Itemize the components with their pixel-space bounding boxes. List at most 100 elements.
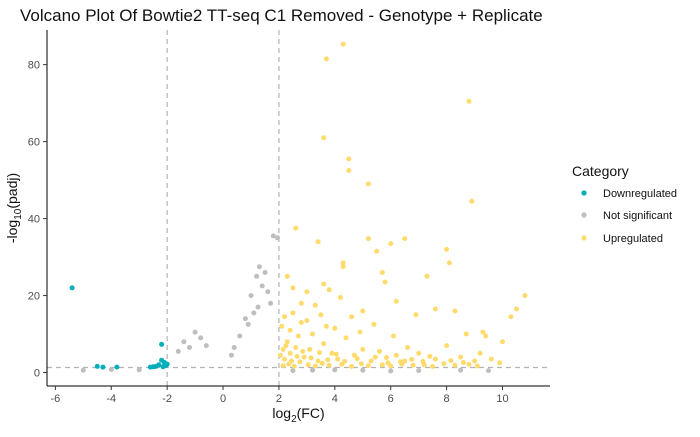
data-point	[427, 353, 433, 359]
data-point	[340, 260, 346, 266]
data-point	[284, 339, 290, 345]
x-tick-label: -6	[50, 393, 60, 405]
x-tick-label: 0	[220, 393, 226, 405]
data-point	[153, 363, 159, 369]
data-point	[203, 343, 209, 349]
data-point	[270, 233, 276, 239]
data-point	[164, 361, 170, 367]
data-point	[228, 352, 234, 358]
data-point	[508, 314, 514, 320]
data-point	[384, 355, 389, 360]
data-point	[255, 304, 261, 310]
data-point	[147, 364, 153, 370]
data-point	[360, 367, 366, 373]
data-point	[500, 339, 505, 345]
data-point	[413, 312, 419, 318]
data-point	[354, 356, 360, 362]
x-tick-label: -2	[162, 393, 172, 405]
data-point	[298, 320, 304, 325]
data-point	[310, 367, 315, 373]
data-point	[290, 368, 296, 374]
data-point	[333, 351, 339, 357]
data-point	[308, 355, 314, 361]
data-point	[365, 236, 371, 242]
data-point	[358, 361, 364, 367]
data-point	[452, 362, 458, 368]
data-point	[522, 293, 528, 299]
y-tick-label: 0	[34, 368, 40, 380]
data-point	[342, 358, 348, 364]
data-point	[326, 362, 332, 368]
data-point	[305, 362, 311, 368]
data-point	[474, 363, 480, 369]
data-point	[100, 364, 106, 370]
data-point	[289, 358, 294, 364]
data-point	[80, 367, 86, 373]
data-point	[463, 331, 469, 337]
data-point	[268, 300, 274, 306]
legend-label-2: Upregulated	[603, 233, 663, 245]
data-point	[296, 333, 301, 339]
data-point	[388, 368, 394, 374]
data-point	[416, 368, 422, 374]
data-point	[483, 333, 489, 339]
legend-key-1	[581, 212, 587, 218]
data-point	[488, 356, 494, 362]
x-axis-title: log2(FC)	[272, 405, 324, 425]
data-point	[388, 241, 394, 247]
data-point	[94, 363, 100, 369]
data-point	[237, 333, 243, 339]
data-point	[340, 41, 346, 47]
data-point	[329, 350, 335, 356]
data-point	[374, 248, 380, 254]
x-tick-label: 2	[276, 393, 282, 405]
data-point	[304, 289, 310, 295]
data-point	[280, 346, 286, 352]
data-point	[319, 360, 325, 366]
data-point	[265, 289, 271, 295]
data-point	[346, 168, 352, 173]
data-point	[444, 246, 450, 252]
data-point	[245, 321, 251, 327]
data-point	[301, 354, 307, 360]
data-point	[469, 198, 475, 204]
data-point	[405, 345, 410, 350]
plot-area	[47, 30, 550, 386]
data-point	[251, 310, 257, 316]
data-point	[187, 345, 192, 350]
data-point	[294, 353, 300, 359]
y-tick-label: 60	[28, 137, 40, 149]
data-point	[360, 308, 366, 314]
data-point	[430, 363, 436, 369]
data-point	[248, 293, 254, 299]
data-point	[298, 300, 304, 306]
data-point	[365, 363, 371, 369]
x-tick-label: 4	[332, 393, 338, 405]
data-point	[410, 362, 416, 368]
data-point	[466, 361, 472, 367]
data-point	[477, 350, 483, 356]
y-tick-label: 40	[28, 214, 40, 226]
data-point	[231, 345, 237, 350]
data-point	[114, 364, 120, 370]
data-point	[108, 367, 114, 372]
data-point	[300, 348, 306, 354]
data-point	[402, 236, 408, 242]
data-point	[371, 321, 377, 327]
data-point	[323, 323, 329, 329]
legend: Category Downregulated Not significant Upr…	[572, 163, 677, 245]
y-axis-title: -log10(padj)	[4, 173, 24, 243]
data-point	[460, 360, 466, 365]
data-point	[446, 260, 452, 266]
legend-key-2	[581, 235, 587, 241]
data-point	[346, 156, 352, 162]
data-point	[432, 306, 438, 312]
data-point	[318, 312, 324, 318]
data-point	[365, 181, 371, 187]
series-not-significant	[80, 233, 491, 374]
data-point	[332, 325, 338, 331]
data-point	[69, 285, 75, 291]
data-point	[284, 273, 290, 279]
data-point	[349, 363, 355, 369]
